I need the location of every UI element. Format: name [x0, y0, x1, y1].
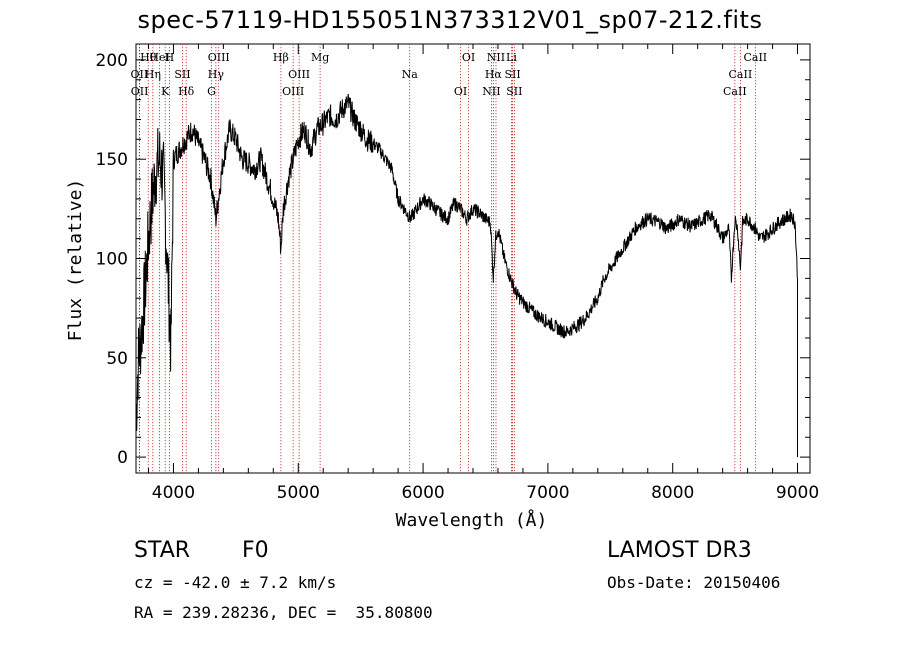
- line-label: K: [161, 85, 170, 98]
- coordinates: RA = 239.28236, DEC = 35.80800: [134, 603, 433, 622]
- line-label: CaII: [743, 51, 767, 64]
- plot-frame: [135, 43, 811, 474]
- line-label: OIII: [288, 68, 310, 81]
- line-label: CaII: [729, 68, 753, 81]
- line-label: SII: [506, 85, 522, 98]
- line-label: Hδ: [178, 85, 195, 98]
- y-tick-label: 200: [96, 51, 128, 71]
- line-label: Hγ: [208, 68, 225, 81]
- object-subclass: F0: [242, 538, 269, 563]
- x-axis-label: Wavelength (Å): [395, 510, 548, 531]
- chart-title: spec-57119-HD155051N373312V01_sp07-212.f…: [137, 6, 763, 34]
- object-class: STAR: [134, 538, 191, 563]
- line-label: HeI: [149, 51, 169, 64]
- line-label: NII: [482, 85, 500, 98]
- survey-name: LAMOST DR3: [607, 538, 752, 563]
- line-label: Na: [402, 68, 419, 81]
- line-label: OII: [131, 85, 149, 98]
- x-tick-label: 4000: [152, 483, 195, 503]
- line-label: SII: [174, 68, 190, 81]
- line-label: Li: [506, 51, 517, 64]
- line-label: OIII: [208, 51, 230, 64]
- x-tick-label: 8000: [651, 483, 694, 503]
- spectrum-line: [135, 93, 798, 458]
- x-tick-label: 7000: [526, 483, 569, 503]
- line-label: OII: [131, 68, 149, 81]
- line-label: SII: [504, 68, 520, 81]
- line-label: NII: [487, 51, 505, 64]
- x-tick-label: 5000: [277, 483, 320, 503]
- line-markers: [138, 44, 756, 473]
- line-label: OI: [462, 51, 475, 64]
- y-axis: 0 50 100 150 200: [96, 51, 810, 468]
- y-tick-label: 150: [96, 150, 128, 170]
- line-label: Hη: [145, 68, 161, 81]
- x-tick-label: 6000: [401, 483, 444, 503]
- y-tick-label: 50: [106, 349, 128, 369]
- redshift-cz: cz = -42.0 ± 7.2 km/s: [134, 573, 337, 592]
- line-label: Hα: [485, 68, 503, 81]
- line-label: CaII: [723, 85, 747, 98]
- line-label: G: [207, 85, 216, 98]
- line-label: Hθ: [140, 51, 157, 64]
- y-axis-label: Flux (relative): [65, 178, 86, 342]
- y-tick-label: 0: [117, 448, 128, 468]
- line-labels: HθOIIOIIHeIHηKHSIIHδOIIIHγGHβOIIIOIIIMgN…: [131, 51, 768, 98]
- line-label: Hβ: [273, 51, 289, 64]
- line-label: Mg: [311, 51, 329, 64]
- observation-date: Obs-Date: 20150406: [607, 573, 781, 592]
- x-tick-label: 9000: [776, 483, 819, 503]
- line-label: OIII: [282, 85, 304, 98]
- line-label: OI: [454, 85, 467, 98]
- y-tick-label: 100: [96, 250, 128, 270]
- line-label: H: [165, 51, 175, 64]
- x-axis: 4000 5000 6000 7000 8000 9000: [147, 44, 819, 503]
